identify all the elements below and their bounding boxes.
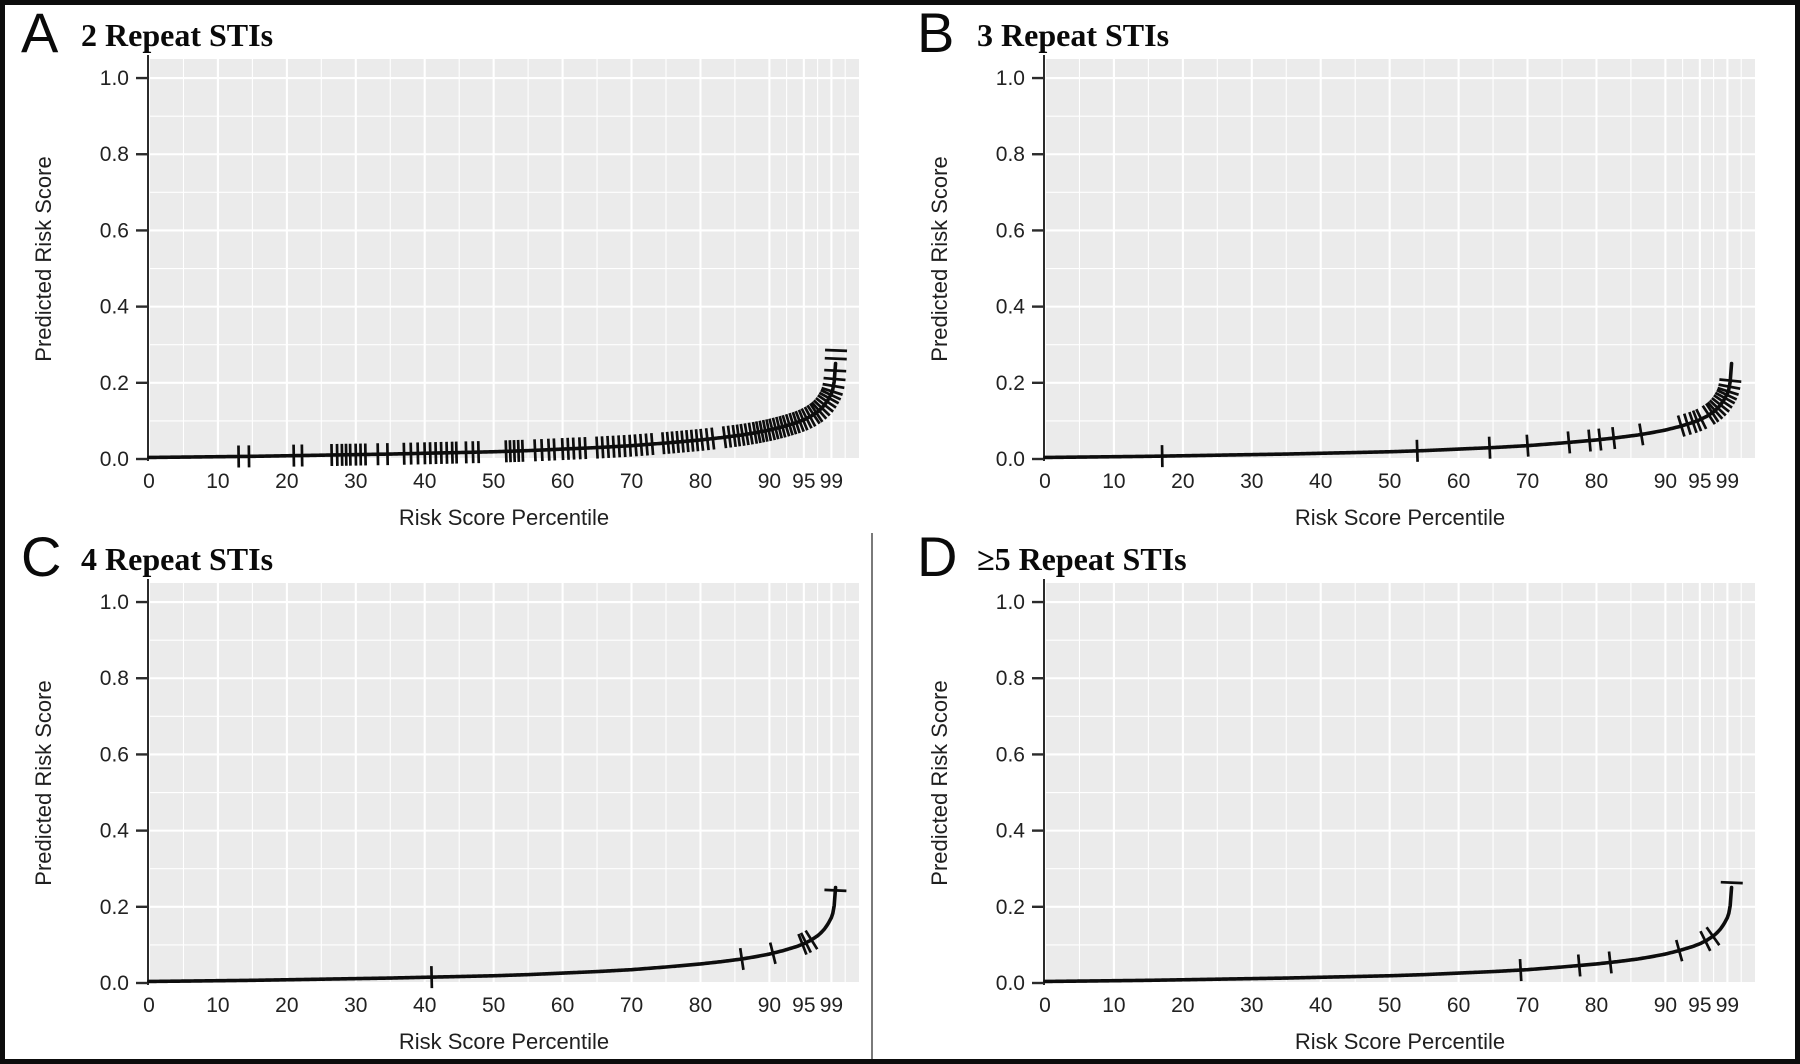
svg-text:50: 50 [1378,470,1401,493]
panel-b-plot: 0.0 0.2 0.4 0.6 0.8 1.0 0 10 20 30 40 50 60 70 80 90 95 9… [996,55,1755,493]
svg-text:0.2: 0.2 [100,372,129,395]
panel-b: B 3 Repeat STIs Predicted Risk Score 0.0… [907,5,1795,533]
svg-text:40: 40 [413,470,436,493]
svg-text:20: 20 [1171,994,1194,1017]
svg-text:10: 10 [206,994,229,1017]
svg-text:10: 10 [1102,994,1125,1017]
svg-text:95: 95 [792,994,815,1017]
svg-text:30: 30 [1240,470,1263,493]
svg-text:60: 60 [1447,470,1470,493]
panel-a-x-axis-label: Risk Score Percentile [398,505,610,530]
svg-text:70: 70 [620,470,643,493]
svg-text:30: 30 [344,470,367,493]
svg-text:95: 95 [1688,994,1711,1017]
svg-text:20: 20 [275,994,298,1017]
svg-text:90: 90 [1654,994,1677,1017]
svg-text:0.0: 0.0 [100,448,129,471]
svg-text:0.8: 0.8 [100,143,129,166]
svg-text:95: 95 [792,470,815,493]
svg-text:0.2: 0.2 [100,896,129,919]
panel-c-x-axis-label: Risk Score Percentile [398,1029,610,1054]
svg-text:80: 80 [1585,470,1608,493]
panel-d: D ≥5 Repeat STIs Predicted Risk Score 0.… [907,529,1795,1057]
svg-text:1.0: 1.0 [100,67,129,90]
panel-a-plot: 0.0 0.2 0.4 0.6 0.8 1.0 0 10 20 30 40 50 60 70 80 90 95 9… [100,55,859,493]
svg-text:50: 50 [482,994,505,1017]
panel-a-title: 2 Repeat STIs [81,17,274,53]
panel-d-plot: 0.0 0.2 0.4 0.6 0.8 1.0 0 10 20 30 40 50 60 70 80 90 95 9… [996,579,1755,1017]
svg-text:0.8: 0.8 [996,143,1025,166]
svg-text:90: 90 [1654,470,1677,493]
svg-text:0.4: 0.4 [100,820,130,843]
svg-text:0.8: 0.8 [996,667,1025,690]
panel-c: C 4 Repeat STIs Predicted Risk Score 0.0… [11,529,903,1057]
panel-d-letter: D [917,525,957,588]
panel-c-letter: C [21,525,61,588]
svg-text:80: 80 [689,470,712,493]
panel-d-x-axis-label: Risk Score Percentile [1294,1029,1506,1054]
panel-b-x-axis-label: Risk Score Percentile [1294,505,1506,530]
svg-text:60: 60 [551,994,574,1017]
svg-text:20: 20 [275,470,298,493]
svg-text:99: 99 [1716,994,1739,1017]
svg-text:80: 80 [689,994,712,1017]
svg-text:0.8: 0.8 [100,667,129,690]
svg-text:0.0: 0.0 [100,972,129,995]
svg-text:0.6: 0.6 [996,219,1025,242]
svg-text:99: 99 [820,470,843,493]
svg-text:50: 50 [482,470,505,493]
svg-text:0.2: 0.2 [996,372,1025,395]
svg-text:80: 80 [1585,994,1608,1017]
svg-text:0.6: 0.6 [100,743,129,766]
panel-b-letter: B [917,1,954,64]
svg-text:60: 60 [1447,994,1470,1017]
svg-text:70: 70 [1516,994,1539,1017]
svg-text:50: 50 [1378,994,1401,1017]
bottom-panel-divider-line [871,533,873,1059]
svg-text:30: 30 [344,994,367,1017]
svg-text:90: 90 [758,470,781,493]
svg-text:70: 70 [620,994,643,1017]
svg-text:40: 40 [1309,470,1332,493]
svg-text:0.4: 0.4 [996,820,1026,843]
svg-text:70: 70 [1516,470,1539,493]
svg-text:60: 60 [551,470,574,493]
svg-text:1.0: 1.0 [996,67,1025,90]
svg-text:0: 0 [143,994,155,1017]
svg-text:0.0: 0.0 [996,448,1025,471]
svg-text:0: 0 [1039,470,1051,493]
svg-text:99: 99 [820,994,843,1017]
svg-text:20: 20 [1171,470,1194,493]
svg-text:95: 95 [1688,470,1711,493]
svg-text:0: 0 [143,470,155,493]
svg-text:0.0: 0.0 [996,972,1025,995]
svg-text:0.6: 0.6 [100,219,129,242]
svg-text:1.0: 1.0 [100,591,129,614]
panel-d-title: ≥5 Repeat STIs [977,541,1187,577]
svg-text:0.6: 0.6 [996,743,1025,766]
svg-text:0.4: 0.4 [996,296,1026,319]
svg-text:40: 40 [1309,994,1332,1017]
svg-text:10: 10 [206,470,229,493]
svg-text:40: 40 [413,994,436,1017]
svg-text:0: 0 [1039,994,1051,1017]
svg-text:10: 10 [1102,470,1125,493]
panel-c-plot: 0.0 0.2 0.4 0.6 0.8 1.0 0 10 20 30 40 50 60 70 80 90 95 9… [100,579,859,1017]
panel-a-letter: A [21,1,58,64]
svg-text:99: 99 [1716,470,1739,493]
svg-text:0.2: 0.2 [996,896,1025,919]
svg-text:30: 30 [1240,994,1263,1017]
panel-a: A 2 Repeat STIs Predicted Risk Score 0.0… [11,5,903,533]
panel-c-title: 4 Repeat STIs [81,541,274,577]
panel-b-title: 3 Repeat STIs [977,17,1170,53]
svg-text:0.4: 0.4 [100,296,130,319]
svg-text:1.0: 1.0 [996,591,1025,614]
svg-text:90: 90 [758,994,781,1017]
